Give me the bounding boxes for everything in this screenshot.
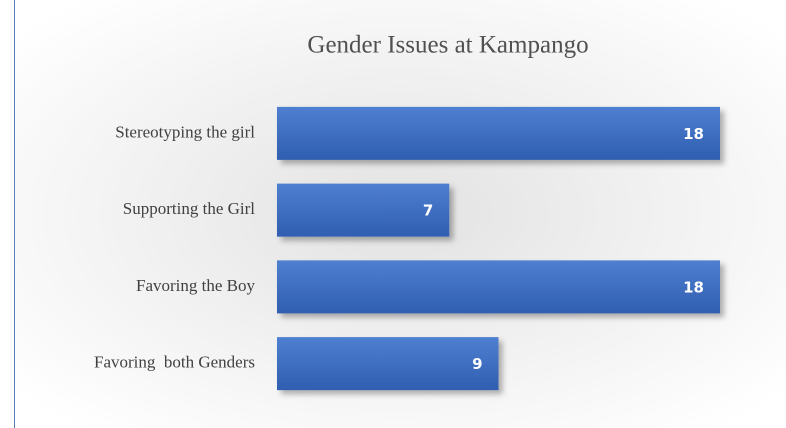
chart-title: Gender Issues at Kampango <box>307 32 588 59</box>
category-label: Favoring both Genders <box>94 353 255 372</box>
data-label: 7 <box>423 202 433 220</box>
category-label: Stereotyping the girl <box>115 122 255 141</box>
category-label: Favoring the Boy <box>136 276 255 295</box>
category-label: Supporting the Girl <box>123 199 255 218</box>
data-label: 18 <box>683 125 704 143</box>
data-label: 9 <box>472 355 482 373</box>
bar <box>277 183 450 237</box>
data-label: 18 <box>683 278 704 296</box>
bar <box>277 260 720 314</box>
bar <box>277 106 720 160</box>
bar <box>277 337 499 391</box>
